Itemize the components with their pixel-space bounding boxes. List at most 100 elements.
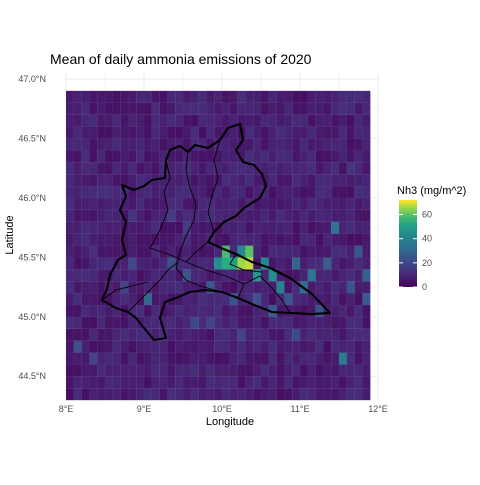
heatmap-cell [175,316,184,330]
heatmap-cell [65,138,75,151]
heatmap-cell [253,102,262,115]
heatmap-cell [104,364,114,377]
region-outline [100,122,332,342]
heatmap-cell [253,221,262,234]
heatmap-cell [143,138,153,151]
heatmap-cell [206,257,215,270]
heatmap-cell [112,328,121,341]
heatmap-cell [331,304,340,318]
heatmap-cell [198,316,207,330]
heatmap-cell [221,387,231,401]
heatmap-cell [346,90,355,104]
heatmap-cell [73,150,82,163]
heatmap-cell [346,138,355,151]
heatmap-cell [237,173,246,187]
heatmap-cell [354,340,363,353]
heatmap-cell [284,126,293,139]
heatmap-cell [292,304,301,318]
heatmap-cell [323,245,332,258]
heatmap-cell [198,102,207,115]
heatmap-cell [323,209,332,222]
heatmap-cell [151,90,160,104]
heatmap-cell [221,340,231,353]
heatmap-cell [175,221,184,234]
x-tick-label: 10°E [212,404,232,414]
heatmap-cell [237,185,246,199]
heatmap-cell [97,114,106,127]
heatmap-cell [182,197,192,211]
heatmap-cell [143,150,153,163]
heatmap-cell [260,328,270,341]
heatmap-cell [362,328,371,341]
heatmap-cell [276,114,285,127]
heatmap-cell [89,352,98,365]
heatmap-cell [354,364,363,377]
heatmap-cell [112,197,121,211]
heatmap-cell [65,173,75,187]
heatmap-cell [221,173,231,187]
heatmap-cell [104,245,114,258]
heatmap-cell [104,197,114,211]
heatmap-cell [229,221,238,234]
heatmap-cell [299,173,309,187]
heatmap-cell [260,340,270,353]
heatmap-cell [315,173,324,187]
heatmap-cell [299,245,309,258]
heatmap-cell [112,364,121,377]
heatmap-cell [112,233,121,246]
heatmap-cell [299,257,309,270]
heatmap-cell [221,185,231,199]
heatmap-cell [292,197,301,211]
heatmap-cell [167,352,176,365]
heatmap-cell [237,102,246,115]
heatmap-cell [81,269,90,282]
heatmap-cell [151,269,160,282]
heatmap-cell [346,126,355,139]
heatmap-cell [260,209,270,222]
heatmap-cell [315,340,324,353]
heatmap-cell [245,387,254,401]
heatmap-cell [89,102,98,115]
heatmap-cell [268,340,277,353]
heatmap-cell [260,162,270,175]
heatmap-cell [73,328,82,341]
heatmap-cell [362,185,371,199]
heatmap-cell [97,364,106,377]
heatmap-cell [151,376,160,389]
heatmap-cell [362,197,371,211]
heatmap-cell [346,209,355,222]
heatmap-cell [73,138,82,151]
heatmap-cell [229,304,238,318]
heatmap-cell [292,138,301,151]
heatmap-cell [338,221,348,234]
heatmap-cell [73,90,82,104]
heatmap-cell [362,233,371,246]
heatmap-cell [260,90,270,104]
heatmap-cell [307,257,316,270]
heatmap-cell [151,245,160,258]
heatmap-cell [175,173,184,187]
heatmap-cell [167,114,176,127]
heatmap-cell [362,102,371,115]
heatmap-cell [260,197,270,211]
heatmap-cell [253,376,262,389]
heatmap-cell [175,328,184,341]
heatmap-cell [190,233,199,246]
heatmap-cell [143,197,153,211]
heatmap-cell [276,126,285,139]
heatmap-cell [97,102,106,115]
heatmap-cell [276,352,285,365]
heatmap-cell [206,126,215,139]
heatmap-cell [331,376,340,389]
heatmap-cell [253,352,262,365]
heatmap-cell [346,150,355,163]
heatmap-cell [128,150,137,163]
heatmap-cell [143,114,153,127]
heatmap-cell [362,292,371,306]
heatmap-cell [151,209,160,222]
heatmap-cell [120,269,129,282]
heatmap-cell [214,197,223,211]
heatmap-cell [284,257,293,270]
heatmap-cell [151,292,160,306]
heatmap-cell [268,197,277,211]
